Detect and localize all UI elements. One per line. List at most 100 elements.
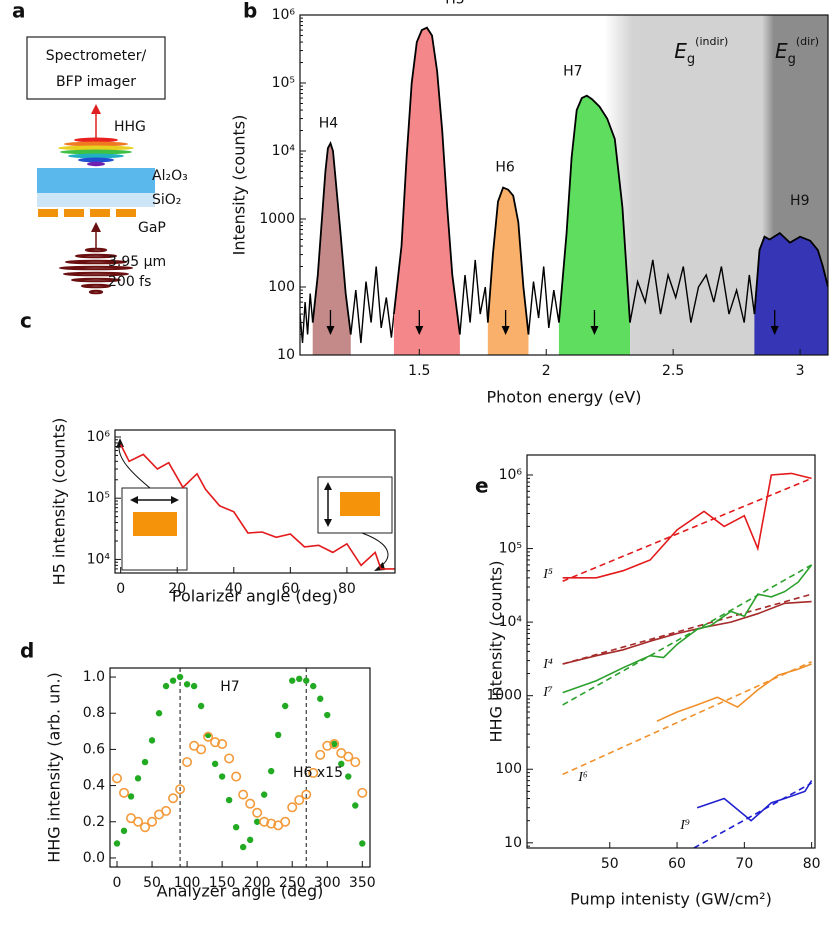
y-tick-label: 10⁴ [87, 551, 111, 567]
gap-band [604, 15, 762, 355]
harmonic-outline [486, 186, 530, 335]
inset-sample [133, 512, 177, 536]
pulse-stripe [58, 145, 134, 151]
data-point [217, 738, 228, 749]
series-label: I⁵ [542, 567, 553, 582]
data-point [260, 791, 268, 798]
harmonic-arrowhead [326, 326, 335, 335]
harmonic-arrowhead [770, 326, 779, 335]
gap-label: Eg(indir) [674, 35, 728, 67]
fit-line [693, 782, 812, 848]
data-point [225, 796, 233, 804]
panel-letter: c [20, 309, 32, 333]
spectrometer-box [26, 36, 166, 100]
spectrum-line [300, 293, 314, 344]
panel-letter: e [475, 474, 489, 498]
data-point [253, 818, 261, 825]
fit-line [562, 660, 812, 776]
data-point [162, 682, 170, 690]
series-label: H7 [220, 679, 239, 695]
y-tick-label: 0.8 [83, 705, 105, 721]
x-tick-label: 2.5 [662, 363, 684, 379]
plot-frame [109, 667, 371, 868]
data-point [296, 675, 303, 683]
fit-line [562, 477, 812, 582]
x-tick-label: 3 [796, 363, 805, 379]
data-point [197, 702, 205, 710]
y-axis-label: H5 intensity (counts) [50, 418, 69, 586]
spectrum-line [459, 259, 489, 335]
y-tick-label: 100 [268, 279, 295, 295]
fit-line [562, 564, 812, 706]
data-point [294, 795, 305, 806]
gap-element [64, 209, 84, 217]
data-line [562, 472, 812, 579]
y-tick-label: 1000 [259, 211, 295, 227]
x-tick-label: 80 [803, 856, 821, 872]
data-point [190, 682, 198, 690]
data-point [301, 789, 312, 800]
data-line [119, 444, 395, 570]
gap-element [116, 209, 136, 217]
y-tick-label: 10⁴ [499, 614, 523, 630]
box-text: BFP imager [56, 74, 136, 90]
harmonic-fill [558, 95, 630, 355]
data-point [359, 840, 366, 847]
x-tick-label: 200 [244, 875, 271, 891]
harmonic-label: H7 [563, 64, 582, 80]
series-label: I⁹ [679, 818, 690, 833]
y-tick-label: 0.6 [83, 741, 105, 757]
x-tick-label: 300 [314, 875, 341, 891]
y-tick-label: 10⁴ [272, 143, 296, 159]
data-point [259, 816, 270, 827]
x-tick-label: 70 [735, 856, 753, 872]
harmonic-label: H5 [445, 0, 464, 8]
data-line [562, 564, 813, 694]
data-point [322, 740, 333, 751]
gap-element [90, 209, 110, 217]
fit-line [562, 593, 812, 665]
harmonic-arrowhead [501, 326, 510, 335]
data-point [357, 787, 368, 798]
harmonic-arrowhead [590, 326, 599, 335]
series-label: I⁷ [542, 685, 553, 700]
data-point [218, 773, 226, 780]
data-point [287, 802, 298, 813]
spectrum-line [629, 259, 756, 323]
y-tick-label: 1000 [486, 688, 522, 704]
data-point [343, 751, 354, 762]
x-tick-label: 1.5 [408, 363, 430, 379]
data-line [696, 780, 813, 822]
data-point [203, 731, 214, 742]
harmonic-label: H4 [319, 115, 339, 131]
pulse-stripe [60, 149, 132, 155]
pulse-stripe [68, 153, 124, 159]
plot-frame [114, 429, 396, 574]
data-point [183, 681, 191, 688]
data-point [352, 802, 359, 809]
series-label: H6 x15 [293, 765, 343, 781]
data-point [245, 798, 256, 809]
data-point [345, 773, 352, 780]
x-axis-label: Pump intenisty (GW/cm²) [570, 890, 772, 909]
x-tick-label: 0 [113, 875, 122, 891]
y-axis-label: HHG intensity (counts) [487, 561, 506, 743]
gap-superscript: (indir) [695, 35, 728, 48]
x-axis-label: Polarizer angle (deg) [172, 587, 338, 606]
y-tick-label: 0.2 [83, 814, 105, 830]
layer-label: GaP [138, 220, 166, 236]
y-tick-label: 10⁶ [87, 429, 111, 445]
data-point [141, 758, 149, 766]
hhg-arrowhead [91, 104, 101, 114]
x-tick-label: 100 [174, 875, 201, 891]
data-point [112, 773, 123, 784]
x-tick-label: 0 [116, 581, 125, 597]
data-point [308, 767, 319, 778]
hhg-label: HHG [114, 119, 146, 135]
y-tick-label: 10⁵ [87, 490, 110, 506]
data-point [239, 843, 247, 851]
layer-label: SiO₂ [152, 192, 181, 208]
pulse-stripe [87, 161, 105, 167]
x-axis-label: Analyzer angle (deg) [157, 882, 324, 901]
